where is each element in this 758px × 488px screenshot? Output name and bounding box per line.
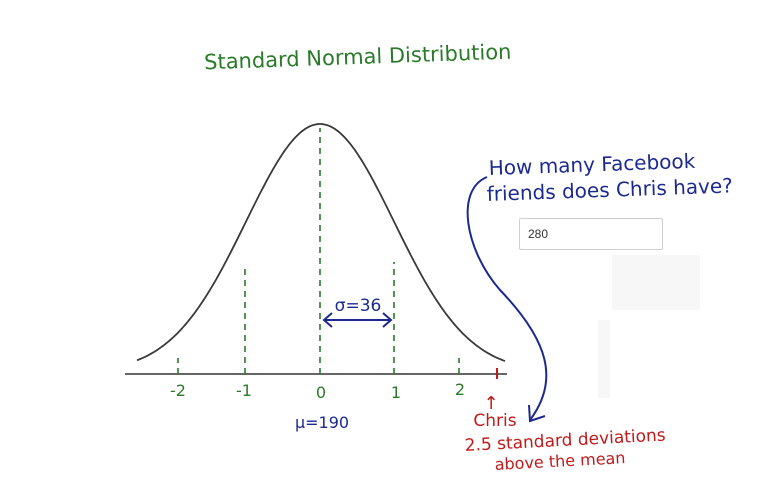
curved-arrow [466,176,548,421]
answer-input[interactable] [519,218,663,250]
chris-arrow: ↑ [483,393,498,414]
bell-curve [136,123,506,362]
sigma-arrow [322,312,393,328]
tick-label-zero: 0 [316,383,326,402]
tick-label-minus-2: -2 [170,381,186,400]
background-panel [598,320,610,398]
curved-arrow-head [528,404,546,423]
tick-label-plus-1: 1 [391,383,401,402]
page-title: Standard Normal Distribution [204,40,512,75]
chris-label: Chris [473,411,516,431]
tick-label-minus-1: -1 [236,381,252,400]
tick-label-plus-2: 2 [455,380,465,399]
mean-label: μ=190 [295,413,349,432]
sigma-label: σ=36 [335,296,382,316]
background-panel [612,255,700,310]
